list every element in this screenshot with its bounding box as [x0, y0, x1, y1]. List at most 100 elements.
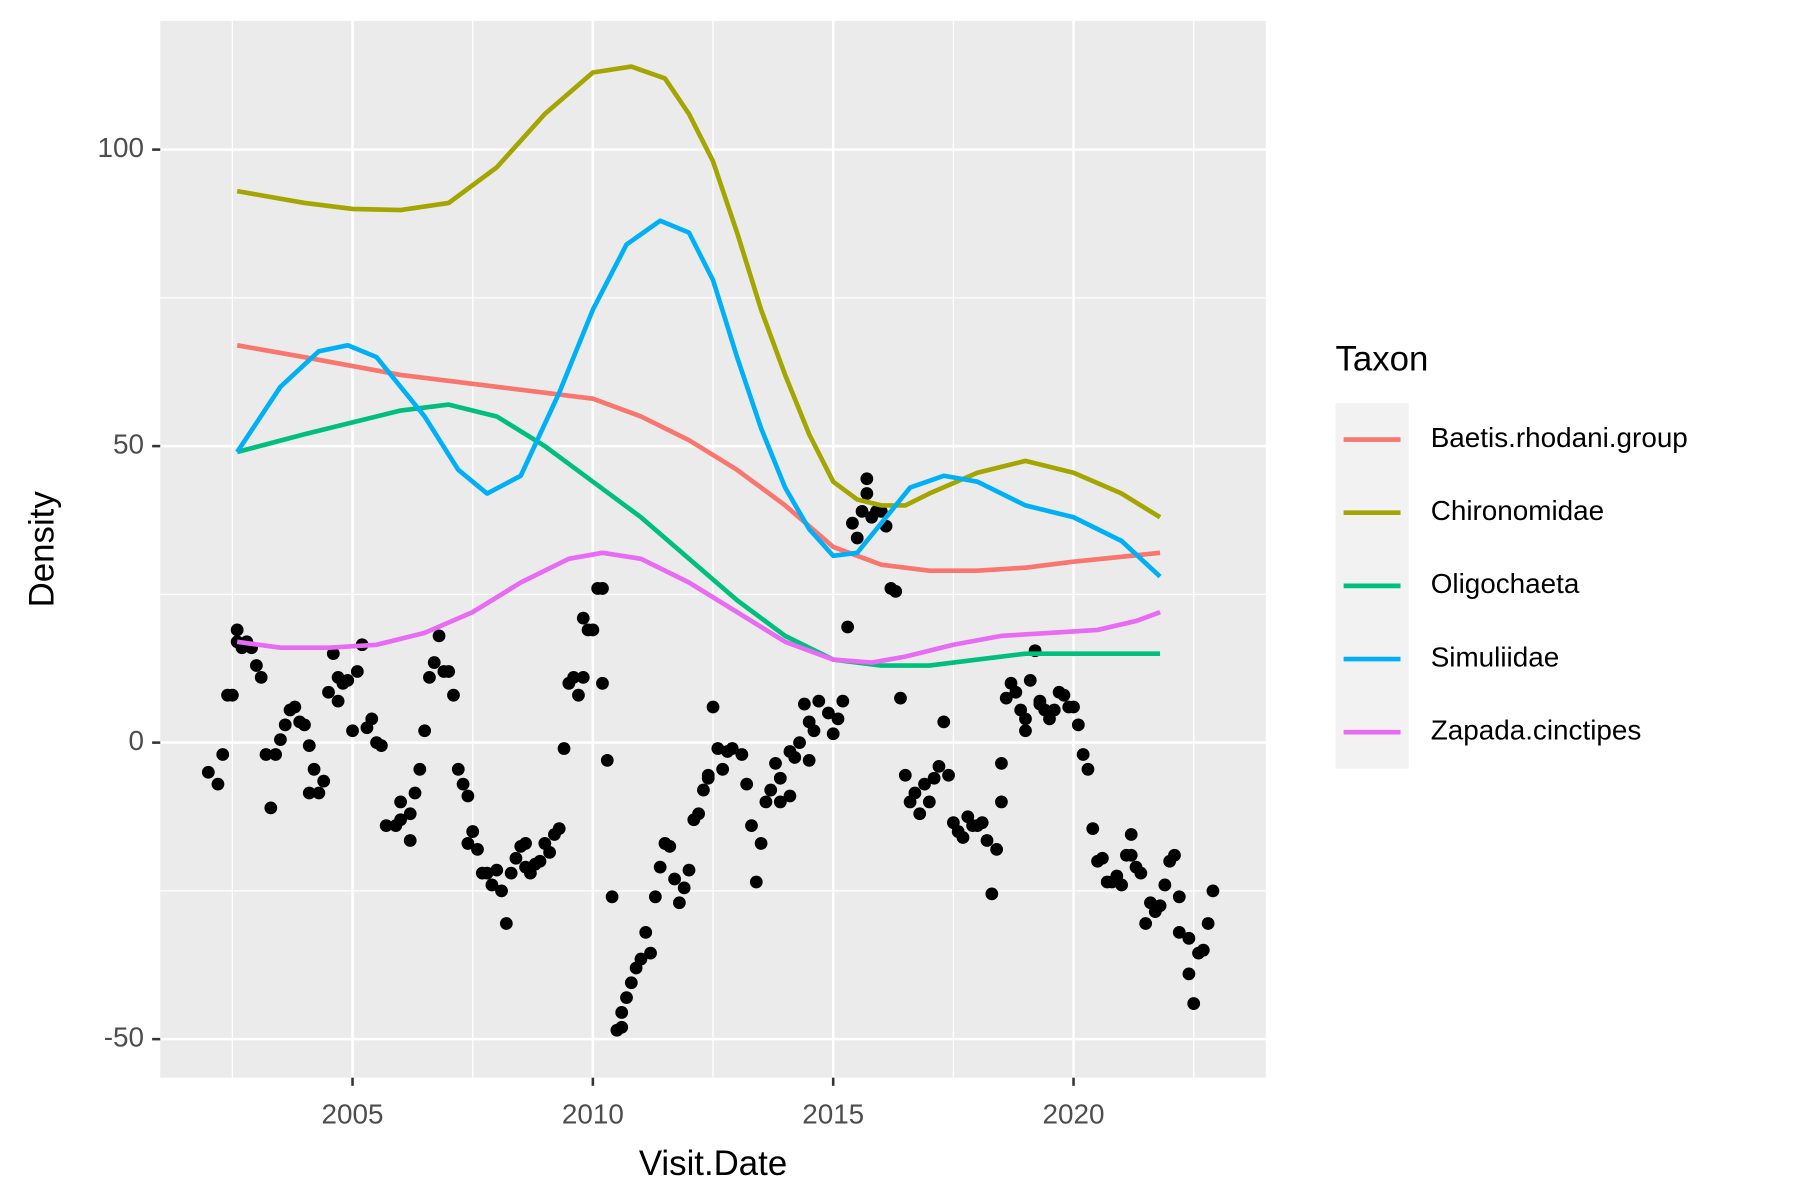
scatter-point [677, 881, 691, 895]
scatter-point [230, 623, 244, 637]
scatter-point [735, 748, 749, 761]
scatter-point [403, 834, 417, 847]
scatter-point [394, 795, 407, 809]
scatter-point [557, 742, 571, 755]
legend-label: Chironomidae [1431, 495, 1604, 526]
scatter-point [653, 860, 667, 874]
legend: Taxon Baetis.rhodani.group Chironomidae Ol… [1335, 339, 1688, 769]
scatter-point [1019, 724, 1032, 738]
scatter-point [543, 845, 556, 859]
scatter-point [985, 887, 999, 901]
scatter-point [1071, 718, 1085, 732]
scatter-point [634, 952, 648, 966]
scatter-point [346, 724, 359, 738]
scatter-point [1081, 762, 1095, 776]
scatter-point [307, 762, 321, 776]
scatter-point [466, 825, 480, 838]
scatter-point [1095, 851, 1109, 865]
scatter-point [1153, 899, 1167, 913]
scatter-point [769, 756, 782, 770]
scatter-point [822, 706, 835, 720]
scatter-point [572, 688, 585, 702]
scatter-point [1023, 673, 1037, 687]
series-line [235, 218, 1162, 579]
scatter-point [648, 890, 662, 904]
scatter-point [860, 487, 874, 500]
scatter-point [999, 691, 1013, 705]
legend-title: Taxon [1335, 339, 1428, 378]
scatter-point [624, 976, 638, 990]
scatter-point [442, 665, 456, 678]
scatter-point [615, 1006, 629, 1019]
x-tick-label: 2010 [562, 1098, 624, 1129]
scatter-point [456, 777, 470, 791]
scatter-point [576, 670, 590, 684]
scatter-point [860, 472, 874, 486]
scatter-point [995, 756, 1008, 770]
scatter-point [836, 694, 850, 708]
legend-label: Simuliidae [1431, 641, 1560, 672]
legend-label: Oligochaeta [1431, 568, 1580, 599]
scatter-point [341, 673, 355, 687]
scatter-point [288, 700, 302, 714]
scatter-point [759, 795, 773, 809]
scatter-point [274, 733, 287, 747]
scatter-point [302, 739, 316, 752]
scatter-point [408, 786, 422, 800]
scatter-point [1009, 685, 1023, 699]
scatter-point [1057, 688, 1071, 702]
scatter-point [605, 890, 619, 904]
legend-label: Baetis.rhodani.group [1431, 422, 1688, 453]
scatter-point [639, 926, 653, 939]
scatter-point [471, 842, 484, 856]
scatter-point [1172, 890, 1186, 904]
scatter-point [913, 807, 927, 821]
scatter-point [374, 739, 388, 752]
scatter-point [596, 582, 609, 595]
scatter-point [533, 854, 547, 868]
series-line [236, 343, 1161, 573]
scatter-point [394, 813, 407, 827]
scatter-point [201, 765, 215, 779]
scatter-point [1196, 943, 1210, 957]
scatter-point [745, 819, 758, 833]
scatter-point [331, 694, 345, 708]
scatter-point [1019, 712, 1032, 726]
scatter-point [259, 748, 273, 761]
scatter-point [1182, 931, 1196, 945]
scatter-point [908, 786, 922, 800]
scatter-point [846, 516, 859, 530]
scatter-point [793, 736, 806, 750]
scatter-point [1168, 848, 1181, 862]
scatter-point [298, 718, 311, 732]
y-tick-label: -50 [104, 1021, 144, 1052]
scatter-point [379, 819, 393, 833]
scatter-point [889, 585, 903, 598]
scatter-point [403, 807, 417, 821]
scatter-point [365, 712, 379, 726]
scatter-point [749, 875, 763, 889]
scatter-point [495, 884, 508, 898]
y-axis-title: Density [22, 491, 61, 608]
scatter-point [600, 754, 614, 767]
scatter-point [644, 946, 657, 960]
scatter-point [264, 801, 278, 815]
scatter-point [586, 623, 600, 637]
scatter-point [841, 620, 855, 634]
scatter-point [918, 777, 931, 791]
scatter-point [797, 697, 811, 711]
scatter-point [894, 691, 907, 705]
scatter-point [850, 531, 864, 545]
scatter-point [576, 611, 590, 625]
scatter-point [451, 762, 465, 776]
scatter-point [312, 786, 326, 800]
x-axis-title: Visit.Date [639, 1144, 787, 1183]
marks [201, 64, 1220, 1037]
scatter-point [922, 795, 936, 809]
scatter-point [1076, 748, 1090, 761]
scatter-point [706, 700, 720, 714]
scatter-point [773, 771, 787, 785]
scatter-point [701, 768, 715, 782]
series-line [236, 402, 1161, 668]
scatter-point [1139, 917, 1153, 930]
